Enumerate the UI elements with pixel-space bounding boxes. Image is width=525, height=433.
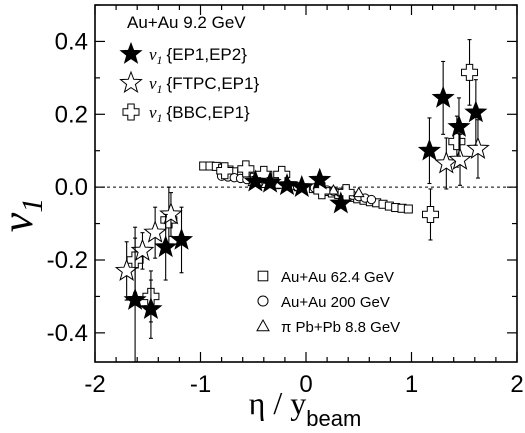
y-tick-label: 0.2 bbox=[55, 101, 88, 128]
legend-label: Au+Au 200 GeV bbox=[281, 294, 390, 311]
data-point-filled-star bbox=[154, 235, 178, 258]
legend-marker-filled-star bbox=[119, 41, 143, 64]
data-point-filled-star bbox=[258, 170, 282, 193]
data-point-filled-star bbox=[447, 114, 471, 137]
data-point-open-triangle bbox=[352, 186, 365, 198]
data-point-filled-star bbox=[431, 85, 455, 108]
data-point-filled-star bbox=[243, 169, 267, 192]
y-tick-label: -0.2 bbox=[47, 247, 88, 274]
data-point-filled-star bbox=[123, 287, 147, 310]
data-point-open-star bbox=[159, 202, 183, 225]
legend-label: Au+Au 62.4 GeV bbox=[281, 269, 394, 286]
legend-label: v1 {BBC,EP1} bbox=[149, 103, 250, 125]
data-point-open-cross bbox=[448, 133, 466, 151]
data-point-open-star bbox=[448, 147, 472, 170]
data-point-filled-star bbox=[290, 174, 314, 197]
data-point-open-star bbox=[114, 258, 139, 281]
x-tick-label: -2 bbox=[84, 371, 105, 398]
data-point-open-cross bbox=[216, 162, 234, 180]
x-tick-label: 2 bbox=[510, 371, 523, 398]
legend-marker-open-square bbox=[257, 270, 269, 282]
x-tick-label: 0 bbox=[299, 371, 312, 398]
data-point-open-circle bbox=[366, 194, 377, 205]
data-point-filled-star bbox=[329, 191, 353, 214]
legend-label: v1 {EP1,EP2} bbox=[149, 45, 247, 67]
data-marks-layer bbox=[114, 39, 490, 363]
data-point-open-cross bbox=[461, 63, 479, 81]
data-point-filled-star bbox=[464, 100, 488, 123]
legend-label: v1 {FTPC,EP1} bbox=[149, 74, 259, 96]
y-tick-label: -0.4 bbox=[47, 320, 88, 347]
data-point-filled-star bbox=[417, 138, 441, 161]
legend-label: π Pb+Pb 8.8 GeV bbox=[281, 319, 400, 336]
x-tick-label: 1 bbox=[405, 371, 418, 398]
legend-title: Au+Au 9.2 GeV bbox=[127, 13, 246, 32]
data-point-open-cross bbox=[421, 205, 439, 223]
y-tick-label: 0.0 bbox=[55, 174, 88, 201]
x-axis-label: η / ybeam bbox=[249, 385, 362, 431]
legend-marker-open-triangle bbox=[256, 318, 270, 332]
data-point-filled-star bbox=[308, 167, 332, 190]
data-point-filled-star bbox=[139, 297, 163, 320]
data-point-filled-star bbox=[169, 227, 194, 250]
data-point-open-triangle bbox=[327, 184, 340, 195]
y-axis-label: v1 bbox=[0, 198, 49, 233]
data-point-open-star bbox=[466, 136, 490, 159]
legend-marker-open-cross bbox=[122, 103, 140, 121]
data-point-filled-star bbox=[275, 173, 299, 196]
legend-marker-open-star bbox=[119, 70, 143, 94]
text-layer: -2 -1 0 1 2 -0.4 -0.2 0.0 0.2 0.4 v1 η / ybeam Au+Au… bbox=[0, 13, 524, 431]
y-tick-label: 0.4 bbox=[55, 28, 88, 55]
x-tick-label: -1 bbox=[190, 371, 211, 398]
legend-marker-open-circle bbox=[257, 295, 269, 307]
data-point-open-star bbox=[143, 220, 167, 243]
data-point-open-square bbox=[403, 204, 413, 214]
data-point-open-cross bbox=[237, 160, 255, 178]
